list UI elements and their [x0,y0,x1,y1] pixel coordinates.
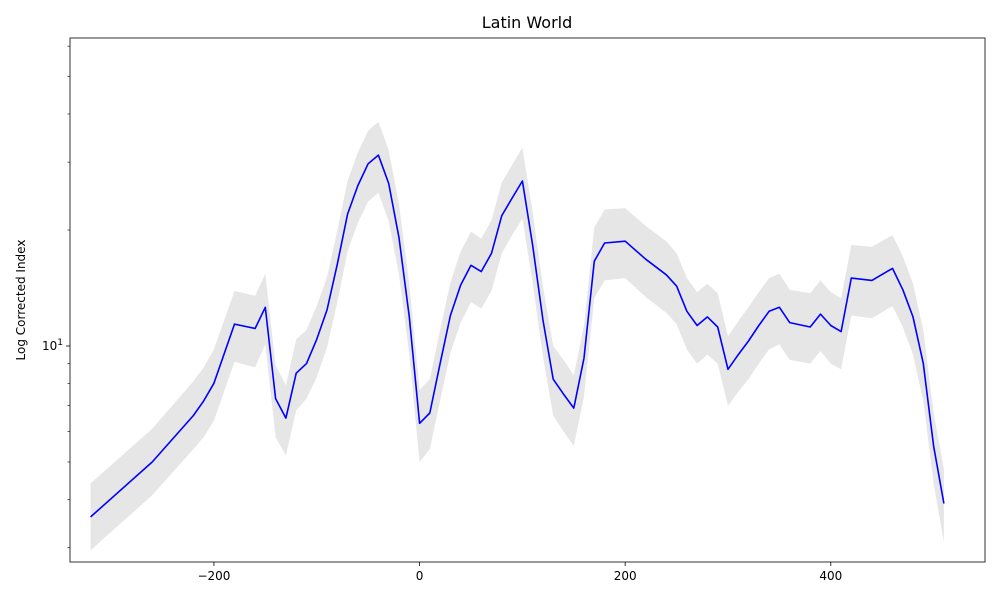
series-line [90,154,945,518]
x-tick-label: −200 [197,569,230,583]
x-tick-label: 400 [819,569,842,583]
confidence-band-layer [90,121,944,551]
confidence-band [90,121,944,551]
y-tick-label: 101 [42,338,63,353]
plot-frame [69,37,986,563]
axes-layer: −200 0 200 400 101 [42,37,986,583]
x-tick-label: 200 [614,569,637,583]
series-line-layer [90,154,945,518]
y-axis-label: Log Corrected Index [14,240,28,361]
x-tick-label: 0 [416,569,424,583]
chart-title: Latin World [482,13,573,32]
